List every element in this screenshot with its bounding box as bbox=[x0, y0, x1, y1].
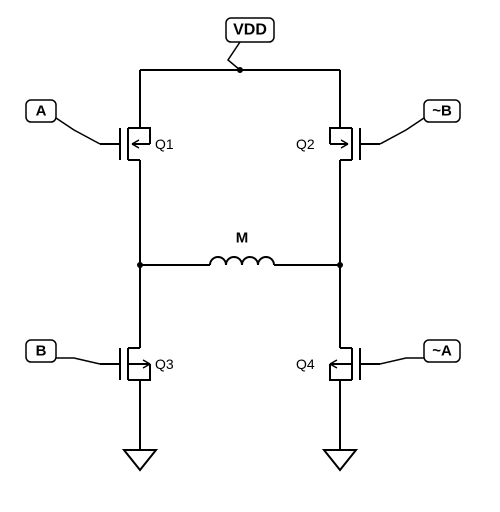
input-a: A bbox=[26, 100, 100, 144]
vdd-text: VDD bbox=[233, 22, 267, 39]
q2-label: Q2 bbox=[296, 136, 315, 152]
transistor-q2: Q2 bbox=[296, 120, 380, 265]
q4-label: Q4 bbox=[296, 356, 315, 372]
transistor-q3: Q3 bbox=[100, 348, 174, 440]
a-text: A bbox=[36, 103, 47, 120]
ground-left bbox=[124, 440, 156, 470]
b-text: B bbox=[36, 343, 47, 360]
h-bridge-schematic: VDD Q1 bbox=[0, 0, 500, 512]
ground-right bbox=[324, 440, 356, 470]
na-text: ~A bbox=[432, 343, 452, 360]
transistor-q1: Q1 bbox=[100, 120, 174, 265]
m-label: M bbox=[236, 230, 249, 247]
nb-text: ~B bbox=[432, 103, 452, 120]
transistor-q4: Q4 bbox=[296, 348, 380, 440]
inductor-m: M bbox=[137, 230, 343, 269]
vdd-label: VDD bbox=[226, 18, 274, 70]
q1-label: Q1 bbox=[155, 136, 174, 152]
q3-label: Q3 bbox=[155, 356, 174, 372]
input-na: ~A bbox=[380, 340, 460, 364]
input-b: B bbox=[26, 340, 100, 364]
input-nb: ~B bbox=[380, 100, 460, 144]
